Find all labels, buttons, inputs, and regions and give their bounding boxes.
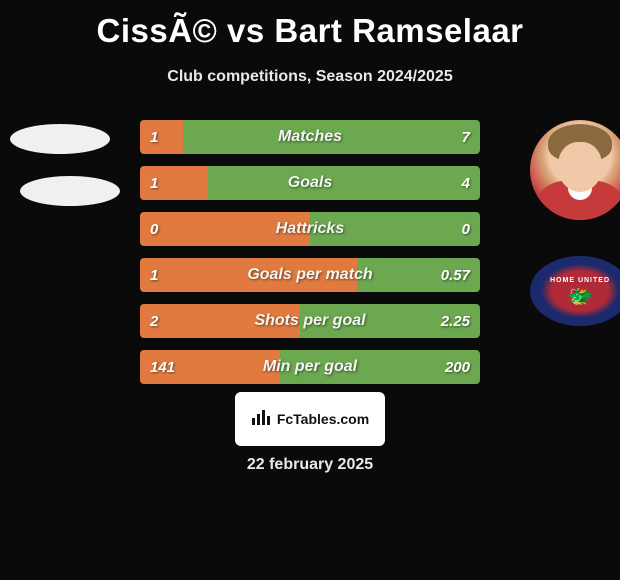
stats-bars: 17Matches 14Goals 00Hattricks 10.57Goals pe… — [140, 120, 480, 396]
stat-label: Goals per match — [140, 258, 480, 292]
stat-label: Min per goal — [140, 350, 480, 384]
club-badge-bottom-text: THE PROTECTORS — [549, 317, 611, 323]
stat-row: 141200Min per goal — [140, 350, 480, 384]
date-line: 22 february 2025 — [0, 456, 620, 474]
lion-icon: 🐲 — [568, 284, 593, 309]
stat-row: 14Goals — [140, 166, 480, 200]
stat-label: Goals — [140, 166, 480, 200]
stat-row: 00Hattricks — [140, 212, 480, 246]
avatar-face — [558, 142, 602, 192]
club-badge-top-text: HOME UNITED — [550, 277, 610, 284]
player-right-avatar — [530, 120, 620, 220]
comparison-infographic: CissÃ© vs Bart Ramselaar Club competitio… — [0, 0, 620, 580]
player-left-avatar — [10, 120, 110, 220]
stat-row: 22.25Shots per goal — [140, 304, 480, 338]
page-title: CissÃ© vs Bart Ramselaar — [0, 0, 620, 50]
avatar-placeholder-shape — [20, 176, 120, 206]
stat-label: Hattricks — [140, 212, 480, 246]
subtitle: Club competitions, Season 2024/2025 — [0, 68, 620, 86]
avatar-placeholder-shape — [10, 124, 110, 154]
branding-badge: FcTables.com — [235, 392, 385, 446]
stat-label: Shots per goal — [140, 304, 480, 338]
club-badge-right: HOME UNITED 🐲 THE PROTECTORS — [530, 256, 620, 326]
stat-label: Matches — [140, 120, 480, 154]
branding-text: FcTables.com — [277, 411, 369, 427]
chart-icon — [251, 408, 273, 431]
stat-row: 10.57Goals per match — [140, 258, 480, 292]
stat-row: 17Matches — [140, 120, 480, 154]
